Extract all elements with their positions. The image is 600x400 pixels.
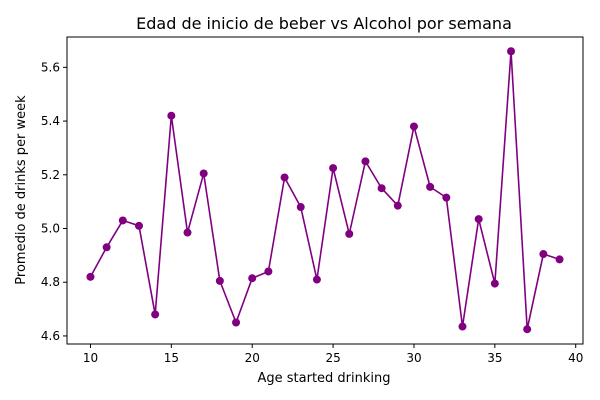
data-point [312,275,321,284]
y-tick-label: 5.6 [41,60,60,74]
data-point [345,229,354,238]
data-point [555,255,564,264]
data-point [280,173,289,182]
data-point [151,310,160,319]
data-point [215,276,224,285]
x-tick-label: 15 [164,351,179,365]
data-point [134,221,143,230]
x-tick-label: 20 [245,351,260,365]
y-tick-label: 5.2 [41,168,60,182]
data-point [458,322,467,331]
data-point [248,274,257,283]
y-tick-label: 4.6 [41,329,60,343]
y-tick-label: 5.4 [41,114,60,128]
data-point [86,272,95,281]
data-point [474,215,483,224]
data-point [102,243,111,252]
data-point [167,111,176,120]
x-axis-label: Age started drinking [257,371,390,386]
y-axis-label: Promedio de drinks per week [14,95,29,285]
data-point [377,184,386,193]
series-line [89,50,560,331]
data-point [442,193,451,202]
x-tick-label: 40 [568,351,583,365]
x-tick-label: 30 [406,351,421,365]
y-tick-label: 4.8 [41,275,60,289]
data-point [264,267,273,276]
y-tick-label: 5.0 [41,222,60,236]
data-point [523,325,532,334]
data-point [426,182,435,191]
x-tick-label: 10 [83,351,98,365]
data-point [539,250,548,259]
chart-title: Edad de inicio de beber vs Alcohol por s… [136,14,512,33]
data-point [296,203,305,212]
data-point [507,47,516,56]
data-point [329,164,338,173]
x-tick-label: 35 [487,351,502,365]
x-tick-label: 25 [325,351,340,365]
data-point [183,228,192,237]
data-point [118,216,127,225]
data-point [409,122,418,131]
data-point [361,157,370,166]
data-point [490,279,499,288]
plot-frame [66,36,584,345]
data-point [199,169,208,178]
data-point [232,318,241,327]
data-point [393,201,402,210]
plot-area [86,47,564,334]
